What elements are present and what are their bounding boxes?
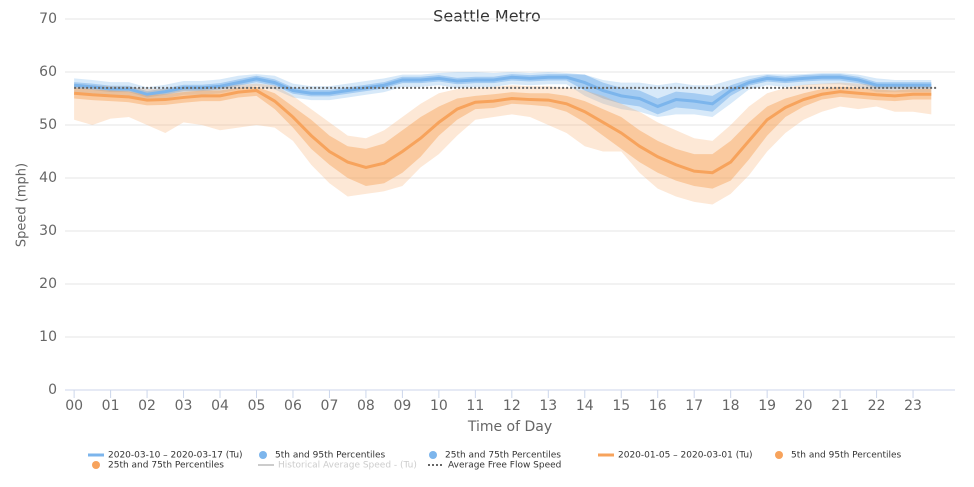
x-tick-label: 20 xyxy=(795,398,813,414)
x-tick-label: 05 xyxy=(248,398,266,414)
chart-title: Seattle Metro xyxy=(433,7,541,26)
y-tick-label: 0 xyxy=(48,382,57,398)
x-tick-label: 23 xyxy=(904,398,922,414)
legend-label: 25th and 75th Percentiles xyxy=(445,451,561,461)
legend-symbol xyxy=(429,451,437,459)
x-tick-label: 18 xyxy=(722,398,740,414)
percentile-band xyxy=(74,74,932,115)
x-tick-label: 08 xyxy=(357,398,375,414)
x-tick-label: 17 xyxy=(685,398,703,414)
x-tick-label: 16 xyxy=(649,398,667,414)
speed-line xyxy=(73,89,932,175)
legend-label: 25th and 75th Percentiles xyxy=(108,461,224,471)
legend-label: Average Free Flow Speed xyxy=(448,461,561,471)
legend-symbol xyxy=(259,451,267,459)
x-tick-label: 07 xyxy=(321,398,339,414)
y-tick-label: 10 xyxy=(39,329,57,345)
x-axis-label: Time of Day xyxy=(467,419,552,435)
x-tick-label: 02 xyxy=(138,398,156,414)
speed-line xyxy=(73,75,932,109)
legend-label: 5th and 95th Percentiles xyxy=(275,451,386,461)
legend-item[interactable]: 2020-03-10 – 2020-03-17 (Tu) xyxy=(88,451,243,461)
x-tick-label: 10 xyxy=(430,398,448,414)
x-tick-label: 13 xyxy=(539,398,557,414)
y-axis-label: Speed (mph) xyxy=(15,163,30,247)
x-tick-label: 03 xyxy=(175,398,193,414)
legend-label: 2020-03-10 – 2020-03-17 (Tu) xyxy=(108,451,243,461)
x-tick-label: 00 xyxy=(65,398,83,414)
x-tick-label: 21 xyxy=(831,398,849,414)
y-tick-label: 50 xyxy=(39,117,57,133)
legend-item[interactable]: 2020-01-05 – 2020-03-01 (Tu) xyxy=(598,451,753,461)
x-tick-label: 06 xyxy=(284,398,302,414)
legend-item[interactable]: 5th and 95th Percentiles xyxy=(259,451,386,461)
y-tick-label: 40 xyxy=(39,170,57,186)
y-tick-label: 20 xyxy=(39,276,57,292)
legend-symbol xyxy=(775,451,783,459)
x-tick-label: 11 xyxy=(466,398,484,414)
legend-label: 5th and 95th Percentiles xyxy=(791,451,902,461)
legend-item[interactable]: 25th and 75th Percentiles xyxy=(429,451,561,461)
plot-area xyxy=(65,18,955,391)
x-tick-label: 15 xyxy=(612,398,630,414)
x-tick-label: 01 xyxy=(102,398,120,414)
legend-label: Historical Average Speed - (Tu) xyxy=(278,461,417,471)
x-tick-label: 09 xyxy=(393,398,411,414)
legend-symbol xyxy=(92,461,100,469)
x-tick-label: 22 xyxy=(868,398,886,414)
legend-item[interactable]: 5th and 95th Percentiles xyxy=(775,451,902,461)
x-tick-label: 04 xyxy=(211,398,229,414)
y-tick-label: 30 xyxy=(39,223,57,239)
y-tick-label: 70 xyxy=(39,11,57,27)
x-tick-label: 12 xyxy=(503,398,521,414)
legend-label: 2020-01-05 – 2020-03-01 (Tu) xyxy=(618,451,753,461)
y-tick-label: 60 xyxy=(39,64,57,80)
legend-item[interactable]: 25th and 75th Percentiles xyxy=(92,461,224,471)
legend-item[interactable]: Average Free Flow Speed xyxy=(428,461,561,471)
x-tick-label: 14 xyxy=(576,398,594,414)
x-tick-label: 19 xyxy=(758,398,776,414)
legend-item[interactable]: Historical Average Speed - (Tu) xyxy=(258,461,417,471)
